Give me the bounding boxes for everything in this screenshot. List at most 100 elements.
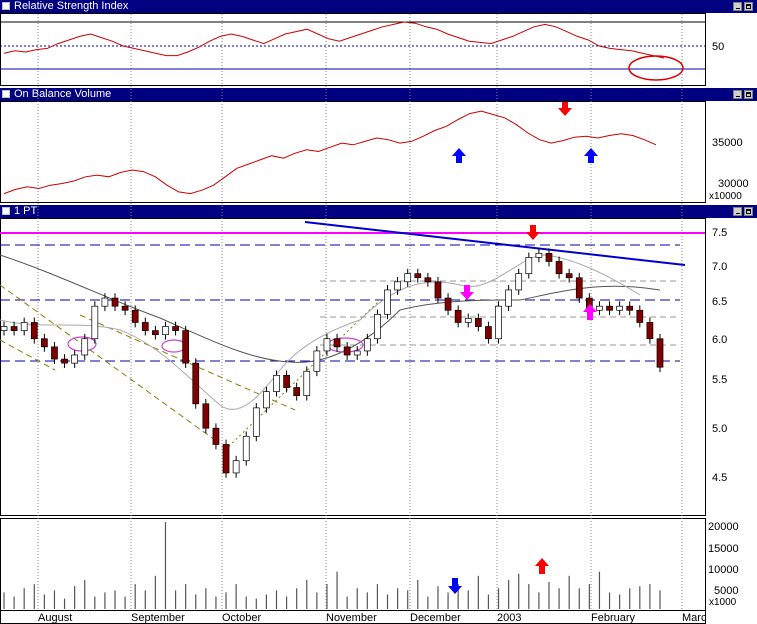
price-tick: 7.0 xyxy=(712,261,727,273)
up-trendline-dotted xyxy=(224,299,381,451)
candle-body xyxy=(626,305,634,311)
candle-body xyxy=(656,338,664,368)
obv-plot-frame xyxy=(0,101,706,203)
maximize-button[interactable] xyxy=(744,90,753,99)
candle-body xyxy=(515,273,523,291)
candle-body xyxy=(182,330,190,364)
volume-arrow-down-blue xyxy=(448,578,462,594)
price-tick: 5.5 xyxy=(712,374,727,386)
month-label: October xyxy=(222,612,261,624)
price-ticks: 7.5 7.0 6.5 6.0 5.5 5.0 4.5 xyxy=(712,227,727,484)
volume-ticks: 20000 15000 10000 5000 x1000 xyxy=(708,521,739,608)
obv-arrow-up-blue-1 xyxy=(452,148,466,163)
obv-title-bar: On Balance Volume xyxy=(0,88,757,101)
candle-body xyxy=(545,252,553,262)
obv-arrow-down-red xyxy=(558,102,572,116)
price-arrow-down-red xyxy=(526,225,540,240)
price-tick: 7.5 xyxy=(712,227,727,239)
rsi-plot-frame xyxy=(0,13,706,86)
candle-body xyxy=(263,391,270,409)
candle-body xyxy=(20,322,28,331)
panel-frames xyxy=(0,13,706,624)
candle-body xyxy=(646,322,654,340)
candle-body xyxy=(162,326,169,336)
minimize-button[interactable] xyxy=(733,2,742,11)
month-label: Marc xyxy=(682,612,707,624)
obv-multiplier: x10000 xyxy=(709,191,742,202)
month-label: 2003 xyxy=(497,612,521,624)
candle-body xyxy=(293,387,301,397)
price-arrow-up-pink xyxy=(583,304,597,320)
candle-body xyxy=(152,330,159,336)
month-gridlines xyxy=(37,14,683,610)
volume-tick: 20000 xyxy=(708,521,739,533)
candle-body xyxy=(343,346,351,356)
candle-body xyxy=(424,277,432,283)
month-label: August xyxy=(38,612,72,624)
candle-body xyxy=(91,305,99,340)
volume-arrow-up-red xyxy=(535,558,549,574)
minimize-button[interactable] xyxy=(733,207,742,216)
month-label: November xyxy=(326,612,377,624)
candle-body xyxy=(555,261,563,275)
minimize-button[interactable] xyxy=(733,90,742,99)
candle-body xyxy=(41,338,48,348)
candle-body xyxy=(212,427,220,445)
candle-body xyxy=(394,281,401,291)
candle-body xyxy=(232,460,240,474)
month-label: September xyxy=(131,612,185,624)
candle-body xyxy=(495,305,502,340)
candle-body xyxy=(565,273,573,279)
panel-checkbox[interactable] xyxy=(2,2,10,10)
maximize-button[interactable] xyxy=(744,207,753,216)
price-candles xyxy=(0,248,664,478)
obv-arrow-up-blue-2 xyxy=(584,148,598,163)
maximize-button[interactable] xyxy=(744,2,753,11)
candle-body xyxy=(505,289,512,307)
channel-line-2 xyxy=(0,339,56,371)
candle-body xyxy=(485,326,492,340)
panel-checkbox[interactable] xyxy=(2,90,10,98)
candle-body xyxy=(374,313,381,340)
month-label: December xyxy=(410,612,461,624)
candle-body xyxy=(51,346,58,360)
candle-body xyxy=(363,338,371,352)
price-tick: 6.0 xyxy=(712,334,727,346)
candle-body xyxy=(606,305,613,311)
price-tick: 6.5 xyxy=(712,296,727,308)
candle-body xyxy=(303,370,311,397)
candle-body xyxy=(273,374,280,392)
candle-body xyxy=(141,322,149,331)
rsi-line xyxy=(3,21,665,59)
candle-body xyxy=(596,305,603,311)
price-tick: 4.5 xyxy=(712,472,727,484)
rsi-title-bar: Relative Strength Index xyxy=(0,0,757,13)
candle-body xyxy=(121,305,129,311)
candle-body xyxy=(616,305,623,311)
price-ellipse-1 xyxy=(67,336,97,352)
candle-body xyxy=(323,338,331,352)
volume-tick: 15000 xyxy=(708,543,739,555)
panel-checkbox[interactable] xyxy=(2,207,10,215)
candle-body xyxy=(404,273,412,283)
volume-tick: 5000 xyxy=(714,585,738,597)
candle-body xyxy=(131,309,139,323)
obv-line xyxy=(3,110,657,195)
down-trendline xyxy=(304,221,686,266)
candle-body xyxy=(192,362,200,405)
month-axis-frame xyxy=(0,610,706,624)
price-ellipse-3 xyxy=(326,337,364,353)
candle-body xyxy=(0,326,8,331)
candle-body xyxy=(10,326,18,331)
rsi-tick-50: 50 xyxy=(712,41,724,53)
candle-body xyxy=(71,354,78,364)
candle-body xyxy=(242,435,250,462)
candle-body xyxy=(333,338,341,348)
candle-body xyxy=(222,444,230,474)
channel-line-3 xyxy=(79,314,296,411)
candle-body xyxy=(101,297,109,307)
volume-multiplier: x1000 xyxy=(709,597,737,608)
candle-body xyxy=(444,297,452,311)
price-arrow-down-pink xyxy=(460,285,474,300)
volume-plot-frame xyxy=(0,518,706,611)
